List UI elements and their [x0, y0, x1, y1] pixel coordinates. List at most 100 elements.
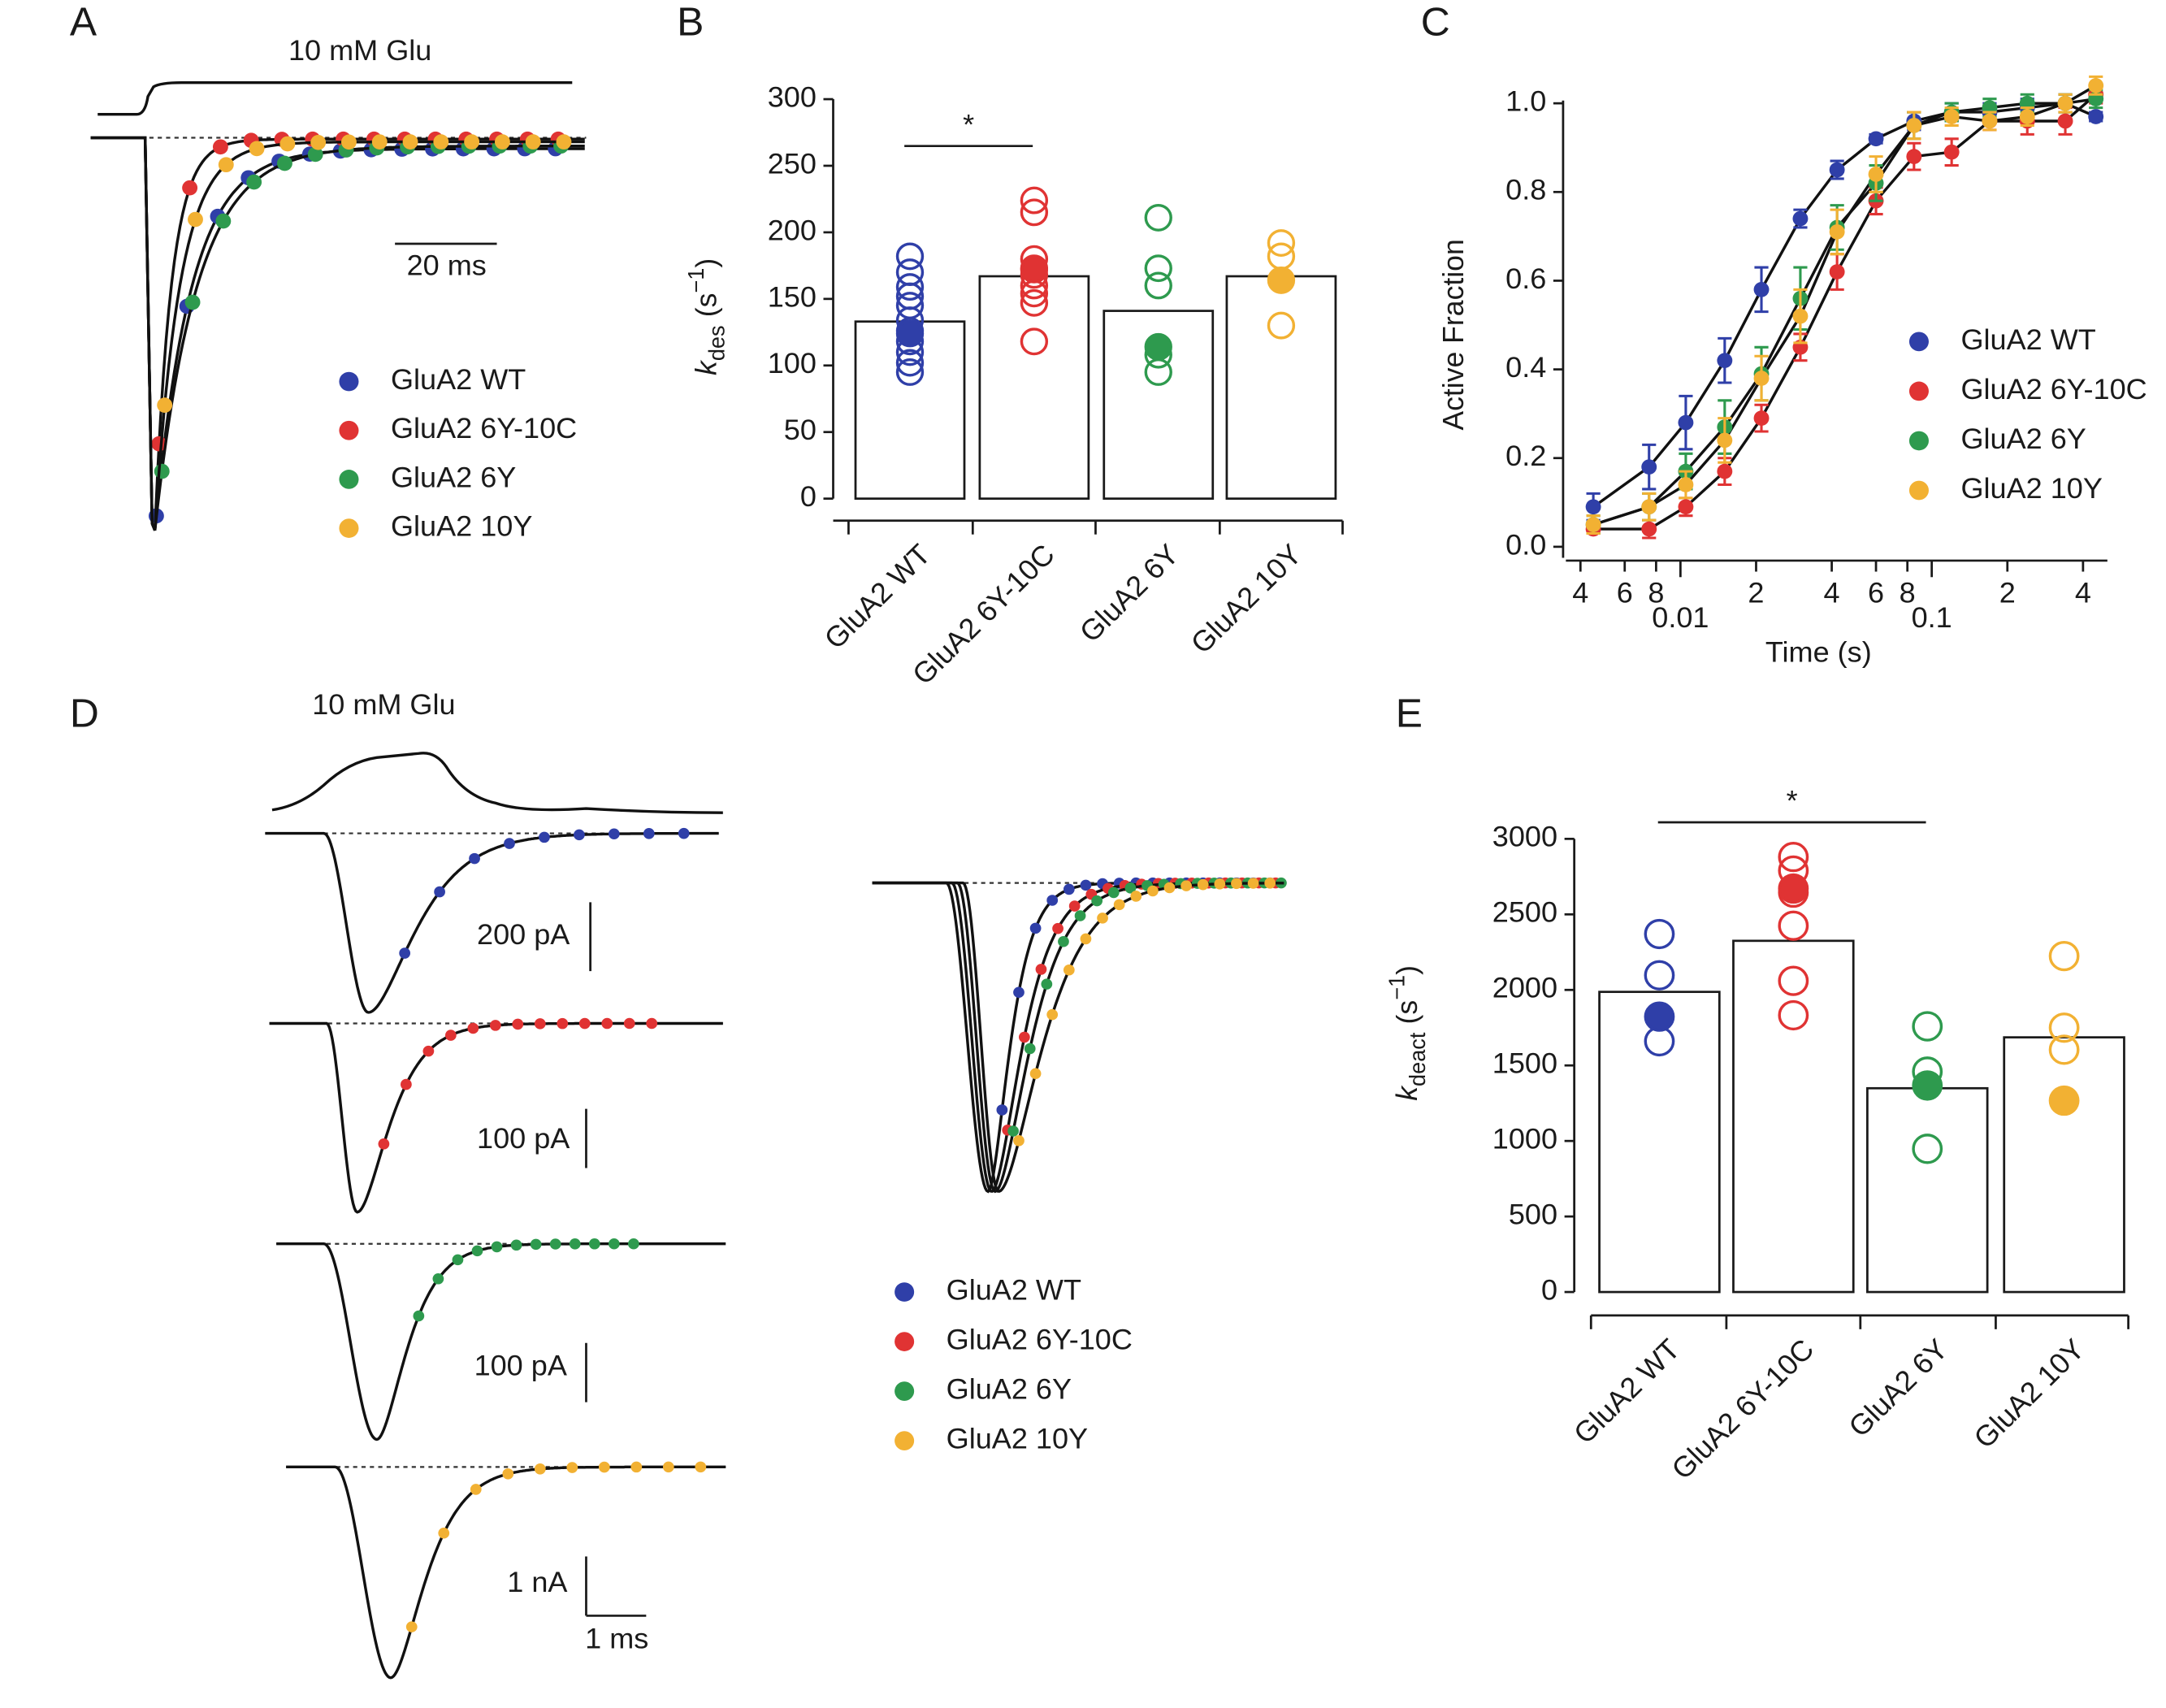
trace-dot [557, 1017, 569, 1030]
data-point [1144, 203, 1172, 232]
trace-dot [1013, 986, 1025, 999]
trace-dot [469, 852, 480, 865]
y-tick-label: 100 [768, 347, 817, 379]
y-tick-label: 200 [768, 215, 817, 247]
y-axis-label-part: −1 [683, 268, 708, 293]
legend-label: GluA2 6Y-10C [947, 1324, 1133, 1356]
legend-label: GluA2 WT [1960, 323, 2095, 356]
x-tick-label: 6 [1617, 577, 1633, 609]
trace-dot [471, 1245, 483, 1257]
y-tick-label: 50 [784, 414, 817, 446]
y-tick-label: 1.0 [1505, 85, 1546, 118]
y-axis-label-part: des [704, 325, 730, 361]
data-point [1644, 960, 1675, 991]
bar [1866, 1086, 1989, 1294]
mean-point [895, 319, 925, 348]
trace-dot [643, 828, 655, 839]
trace-dot [1046, 895, 1059, 906]
legend-label: GluA2 6Y-10C [1960, 373, 2147, 405]
trace-dot [249, 141, 265, 157]
legend-marker [1908, 332, 1929, 352]
significance-label: * [1787, 785, 1798, 817]
y-axis-label: kdes (s−1) [683, 258, 730, 375]
y-tick-label: 300 [768, 81, 817, 114]
trace-dot [307, 146, 323, 163]
y-tick-label: 1500 [1492, 1047, 1557, 1080]
trace-dot [1063, 883, 1075, 895]
trace-dot [399, 947, 411, 959]
x-tick-label: GluA2 10Y [1968, 1333, 2091, 1454]
fit-curve [1593, 93, 2097, 531]
y-tick-label: 0.8 [1505, 174, 1546, 206]
y-axis-label-part: k [691, 359, 723, 375]
data-point [1868, 167, 1884, 182]
data-point [895, 273, 925, 301]
data-point [1943, 144, 1960, 160]
scale-bar-label: 1 nA [507, 1566, 567, 1598]
trace-dot [662, 1461, 674, 1473]
trace-dot [1214, 878, 1226, 890]
trace-dot [630, 1461, 643, 1473]
data-point [1678, 414, 1694, 431]
data-point [895, 358, 925, 386]
x-tick-label: GluA2 WT [1567, 1333, 1686, 1450]
trace-dot [246, 174, 262, 190]
legend-marker [895, 1431, 915, 1451]
current-trace [276, 1242, 726, 1441]
trace-dot [1091, 895, 1103, 907]
data-point [2057, 95, 2073, 111]
trace-dot [1035, 964, 1047, 975]
x-tick-label: GluA2 6Y [1073, 538, 1185, 648]
trace-dot [1180, 880, 1192, 891]
x-tick-label: 8 [1900, 577, 1916, 609]
trace-dot [578, 1017, 591, 1030]
trace-dot [438, 1527, 450, 1539]
data-point [1020, 327, 1049, 356]
significance-label: * [963, 109, 974, 141]
data-point [1906, 149, 1922, 164]
trace-dot [1024, 1043, 1036, 1055]
legend-marker [339, 470, 359, 489]
legend-label: GluA2 10Y [391, 510, 533, 543]
legend-label: GluA2 6Y [391, 462, 516, 494]
stimulus-label: 10 mM Glu [312, 688, 455, 721]
data-point [1678, 477, 1694, 492]
data-point [1753, 282, 1770, 297]
x-axis-label: Time (s) [1765, 636, 1872, 669]
trace-dot [1080, 879, 1092, 891]
legend-label: GluA2 6Y [947, 1373, 1072, 1406]
data-point [1912, 1134, 1943, 1164]
legend-label: GluA2 WT [947, 1274, 1081, 1307]
trace-dot [491, 1241, 503, 1253]
trace-dot [539, 831, 550, 843]
trace-dot [1107, 887, 1120, 899]
y-tick-label: 0.6 [1505, 262, 1546, 295]
mean-point [1267, 266, 1296, 294]
trace-dot [588, 1238, 600, 1250]
trace-dot [1068, 900, 1081, 912]
data-point [1267, 311, 1296, 340]
x-tick-label: 4 [1572, 577, 1588, 609]
trace-dot [534, 1463, 546, 1475]
data-point [2057, 113, 2073, 129]
scale-bar-label: 200 pA [477, 918, 570, 951]
trace-dot [534, 1018, 546, 1030]
current-trace [872, 881, 1284, 1194]
current-trace [269, 1021, 723, 1214]
data-point [1912, 1011, 1943, 1042]
trace-dot [569, 1238, 581, 1250]
trace-dot [512, 1018, 524, 1030]
trace-dot [467, 1022, 479, 1034]
trace-dot [601, 1017, 613, 1030]
trace-dot [646, 1017, 658, 1030]
scale-bar-label: 100 pA [474, 1350, 567, 1382]
scale-bar-label: 20 ms [407, 249, 487, 281]
mean-point [2048, 1085, 2080, 1116]
trace-dot [378, 1138, 390, 1150]
trace-dot [405, 1621, 418, 1632]
data-point [895, 242, 925, 271]
data-point [1267, 229, 1296, 257]
trace-dot [1163, 882, 1176, 894]
